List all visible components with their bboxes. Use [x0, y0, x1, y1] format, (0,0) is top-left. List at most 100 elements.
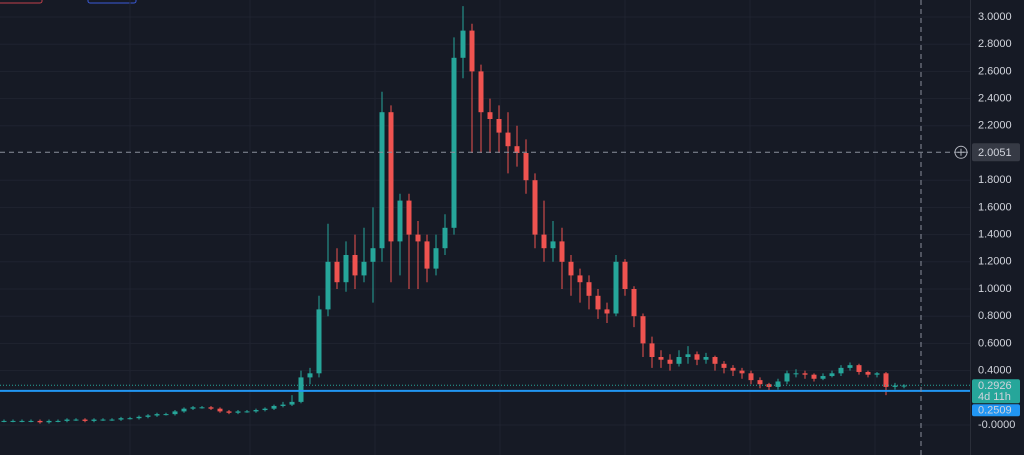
candle-body	[811, 374, 817, 379]
candle-body	[145, 415, 151, 417]
candle-body	[397, 200, 403, 242]
candle-body	[658, 356, 664, 360]
candle-body	[712, 356, 718, 364]
candle-body	[10, 420, 16, 422]
candle-body	[172, 411, 178, 415]
toolbar-button[interactable]	[87, 0, 137, 4]
candle-body	[316, 309, 322, 374]
price-line-label: 0.2509	[978, 405, 1012, 417]
candle-body	[37, 420, 43, 423]
candle-body	[334, 261, 340, 283]
candle-body	[460, 30, 466, 58]
candle-body	[181, 408, 187, 412]
candle-body	[226, 411, 232, 413]
candle-body	[613, 261, 619, 314]
y-tick-label: 1.2000	[978, 256, 1012, 268]
candle-body	[604, 309, 610, 314]
candle-body	[370, 248, 376, 262]
candle-body	[874, 373, 880, 375]
toolbar-button[interactable]	[0, 0, 43, 4]
candle-body	[622, 261, 628, 289]
candle-body	[784, 373, 790, 382]
y-tick-label: 0.6000	[978, 337, 1012, 349]
candle-body	[280, 404, 286, 406]
y-tick-label: 0.4000	[978, 365, 1012, 377]
candle-body	[577, 275, 583, 283]
candle-body	[235, 411, 241, 413]
crosshair-label-bg	[972, 143, 1020, 162]
candle-body	[748, 373, 754, 381]
candle-body	[793, 373, 799, 375]
candle-body	[343, 254, 349, 283]
crosshair-label: 2.0051	[978, 147, 1012, 159]
candle-body	[379, 112, 385, 249]
candle-body	[550, 241, 556, 249]
candle-body	[1, 420, 7, 422]
add-alert-button[interactable]	[954, 145, 968, 159]
candle-body	[55, 420, 61, 422]
y-tick-label: 1.8000	[978, 174, 1012, 186]
candle-body	[694, 354, 700, 360]
candle-body	[703, 356, 709, 360]
candle-body	[505, 132, 511, 147]
candle-body	[406, 200, 412, 235]
candle-body	[838, 367, 844, 374]
candle-body	[208, 407, 214, 409]
candle-body	[298, 377, 304, 402]
candle-body	[217, 408, 223, 412]
candle-body	[568, 261, 574, 276]
candle-body	[586, 282, 592, 296]
candle-body	[541, 234, 547, 249]
candle-body	[559, 241, 565, 262]
candle-body	[325, 261, 331, 310]
candle-body	[514, 146, 520, 153]
candle-body	[154, 414, 160, 416]
candle-body	[361, 261, 367, 276]
candle-body	[424, 241, 430, 269]
candle-body	[271, 405, 277, 409]
candle-body	[892, 385, 898, 387]
candle-body	[640, 316, 646, 344]
y-tick-label: -0.0000	[978, 419, 1015, 431]
y-tick-label: 2.8000	[978, 38, 1012, 50]
candle-body	[676, 356, 682, 364]
candle-body	[523, 152, 529, 181]
y-tick-label: 1.6000	[978, 201, 1012, 213]
candle-body	[262, 408, 268, 411]
candle-body	[721, 363, 727, 368]
candle-body	[487, 112, 493, 119]
candle-body	[163, 414, 169, 416]
candle-body	[253, 410, 259, 412]
y-tick-label: 1.4000	[978, 229, 1012, 241]
candle-body	[136, 416, 142, 419]
candle-body	[118, 418, 124, 420]
add-alert-icon	[957, 148, 965, 156]
candle-body	[883, 373, 889, 387]
y-tick-label: 0.8000	[978, 310, 1012, 322]
candle-body	[532, 180, 538, 235]
candle-body	[28, 420, 34, 422]
candle-body	[82, 419, 88, 421]
last-price-label-bg	[972, 379, 1020, 404]
candle-body	[307, 373, 313, 378]
candle-body	[847, 365, 853, 368]
candle-body	[415, 234, 421, 242]
last-price-label: 0.2926	[978, 380, 1012, 392]
candle-body	[442, 227, 448, 249]
candle-body	[190, 407, 196, 409]
y-tick-label: 1.0000	[978, 283, 1012, 295]
candle-body	[46, 420, 52, 423]
candle-body	[649, 343, 655, 357]
candle-body	[685, 354, 691, 357]
price-line-label-bg	[972, 404, 1020, 417]
candle-body	[469, 30, 475, 72]
candle-body	[595, 295, 601, 310]
candle-body	[199, 407, 205, 409]
candle-body	[100, 419, 106, 421]
candle-body	[433, 248, 439, 269]
candle-body	[19, 420, 25, 422]
y-tick-label: 2.6000	[978, 65, 1012, 77]
candle-body	[496, 118, 502, 133]
